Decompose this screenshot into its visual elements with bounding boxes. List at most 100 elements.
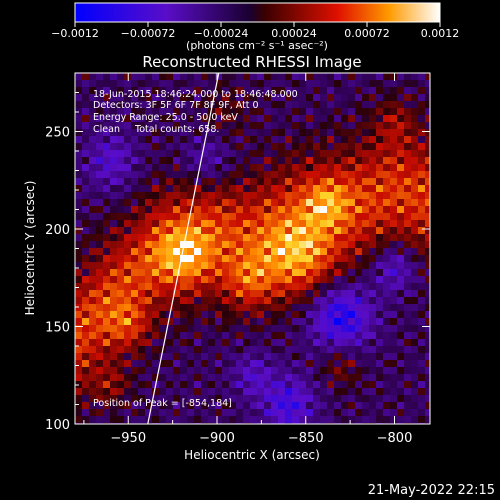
heatmap-cell: [145, 199, 153, 207]
heatmap-cell: [327, 136, 335, 144]
heatmap-cell: [376, 304, 384, 312]
heatmap-cell: [327, 164, 335, 172]
heatmap-cell: [96, 115, 104, 123]
heatmap-cell: [257, 136, 265, 144]
heatmap-cell: [320, 325, 328, 333]
heatmap-cell: [117, 353, 125, 361]
heatmap-cell: [243, 234, 251, 242]
heatmap-cell: [201, 157, 209, 165]
heatmap-cell: [187, 101, 195, 109]
heatmap-cell: [152, 94, 160, 102]
heatmap-cell: [201, 122, 209, 130]
heatmap-cell: [313, 164, 321, 172]
heatmap-cell: [285, 213, 293, 221]
heatmap-cell: [404, 409, 412, 417]
heatmap-cell: [383, 122, 391, 130]
heatmap-cell: [383, 199, 391, 207]
heatmap-cell: [194, 304, 202, 312]
heatmap-cell: [383, 248, 391, 256]
heatmap-cell: [397, 318, 405, 326]
heatmap-cell: [173, 206, 181, 214]
heatmap-cell: [390, 157, 398, 165]
heatmap-cell: [201, 311, 209, 319]
heatmap-cell: [250, 115, 258, 123]
heatmap-cell: [271, 150, 279, 158]
heatmap-cell: [222, 332, 230, 340]
heatmap-cell: [215, 402, 223, 410]
heatmap-cell: [383, 108, 391, 116]
heatmap-cell: [341, 227, 349, 235]
heatmap-cell: [355, 290, 363, 298]
heatmap-cell: [348, 395, 356, 403]
heatmap-cell: [320, 395, 328, 403]
heatmap-cell: [418, 115, 426, 123]
heatmap-cell: [236, 220, 244, 228]
heatmap-cell: [138, 87, 146, 95]
heatmap-cell: [313, 157, 321, 165]
heatmap-cell: [327, 171, 335, 179]
heatmap-cell: [117, 192, 125, 200]
heatmap-cell: [250, 136, 258, 144]
heatmap-cell: [222, 87, 230, 95]
heatmap-cell: [173, 374, 181, 382]
heatmap-cell: [110, 136, 118, 144]
heatmap-cell: [194, 269, 202, 277]
heatmap-cell: [313, 283, 321, 291]
heatmap-cell: [334, 353, 342, 361]
heatmap-cell: [362, 164, 370, 172]
heatmap-cell: [138, 143, 146, 151]
heatmap-cell: [208, 367, 216, 375]
heatmap-cell: [103, 136, 111, 144]
heatmap-cell: [327, 360, 335, 368]
heatmap-cell: [222, 234, 230, 242]
heatmap-cell: [327, 255, 335, 263]
heatmap-cell: [285, 220, 293, 228]
heatmap-cell: [187, 213, 195, 221]
heatmap-cell: [264, 171, 272, 179]
heatmap-cell: [404, 262, 412, 270]
heatmap-cell: [131, 311, 139, 319]
heatmap-cell: [110, 360, 118, 368]
heatmap-cell: [145, 234, 153, 242]
heatmap-cell: [285, 304, 293, 312]
heatmap-cell: [257, 150, 265, 158]
heatmap-cell: [117, 199, 125, 207]
heatmap-cell: [166, 185, 174, 193]
heatmap-cell: [278, 108, 286, 116]
heatmap-cell: [355, 339, 363, 347]
heatmap-cell: [383, 150, 391, 158]
heatmap-cell: [341, 122, 349, 130]
heatmap-cell: [369, 339, 377, 347]
heatmap-cell: [103, 234, 111, 242]
heatmap-cell: [215, 192, 223, 200]
heatmap-cell: [110, 269, 118, 277]
heatmap-cell: [299, 283, 307, 291]
heatmap-cell: [201, 206, 209, 214]
heatmap-cell: [236, 395, 244, 403]
heatmap-cell: [82, 290, 90, 298]
heatmap-cell: [264, 416, 272, 424]
heatmap-cell: [390, 325, 398, 333]
heatmap-cell: [124, 213, 132, 221]
heatmap-cell: [173, 192, 181, 200]
heatmap-cell: [376, 332, 384, 340]
heatmap-cell: [278, 192, 286, 200]
heatmap-cell: [285, 262, 293, 270]
heatmap-cell: [75, 332, 83, 340]
heatmap-cell: [236, 360, 244, 368]
heatmap-cell: [110, 234, 118, 242]
heatmap-cell: [131, 318, 139, 326]
heatmap-cell: [82, 178, 90, 186]
heatmap-cell: [411, 157, 419, 165]
heatmap-cell: [355, 87, 363, 95]
heatmap-cell: [173, 94, 181, 102]
heatmap-cell: [341, 80, 349, 88]
heatmap-cell: [173, 367, 181, 375]
y-axis-label: Heliocentric Y (arcsec): [23, 181, 37, 316]
heatmap-cell: [257, 374, 265, 382]
heatmap-cell: [271, 416, 279, 424]
heatmap-cell: [334, 122, 342, 130]
heatmap-cell: [376, 185, 384, 193]
heatmap-cell: [208, 381, 216, 389]
